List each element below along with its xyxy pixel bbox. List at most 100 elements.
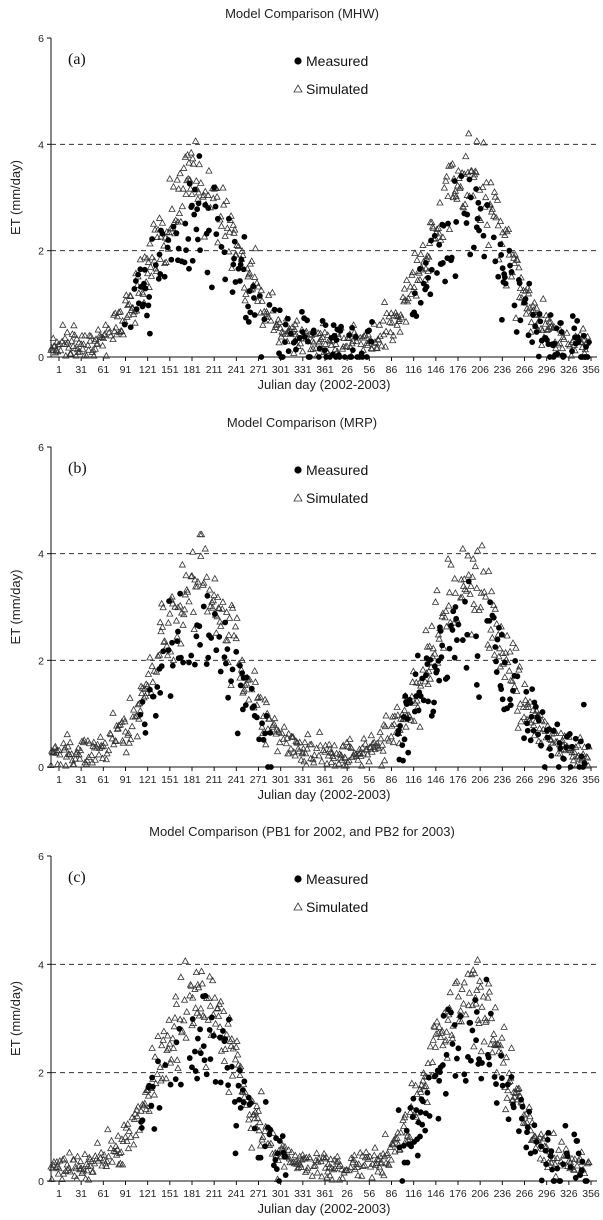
measured-point xyxy=(561,353,567,359)
measured-point xyxy=(544,734,551,741)
simulated-point xyxy=(99,1155,108,1163)
measured-point xyxy=(202,992,209,999)
simulated-point xyxy=(389,331,398,339)
measured-point xyxy=(224,646,231,653)
measured-point xyxy=(366,327,372,334)
simulated-point xyxy=(512,314,520,321)
simulated-point xyxy=(87,1157,96,1165)
measured-point xyxy=(176,1025,183,1032)
simulated-point xyxy=(318,333,327,340)
simulated-point xyxy=(382,711,390,719)
measured-point xyxy=(529,686,536,693)
measured-point xyxy=(133,306,140,313)
simulated-point xyxy=(504,225,513,232)
simulated-point xyxy=(513,256,522,263)
simulated-point xyxy=(462,1010,470,1018)
simulated-point xyxy=(179,621,187,628)
measured-point xyxy=(498,1052,505,1059)
simulated-point xyxy=(144,258,153,265)
simulated-point xyxy=(457,1017,466,1025)
measured-point xyxy=(453,1055,460,1062)
measured-point xyxy=(235,1082,242,1089)
measured-point xyxy=(144,312,150,319)
simulated-point xyxy=(256,1118,264,1126)
simulated-point xyxy=(391,1134,400,1142)
x-tick-label: 26 xyxy=(341,1188,353,1200)
measured-point xyxy=(240,266,247,273)
simulated-point xyxy=(185,158,193,166)
simulated-point xyxy=(124,1144,133,1152)
simulated-point xyxy=(122,1123,130,1131)
simulated-point xyxy=(521,680,529,687)
simulated-point xyxy=(327,758,336,765)
simulated-point xyxy=(453,977,461,985)
measured-point xyxy=(476,694,482,701)
simulated-point xyxy=(400,284,409,292)
simulated-point xyxy=(83,756,91,764)
measured-point xyxy=(235,265,242,272)
measured-point xyxy=(501,274,508,281)
simulated-point xyxy=(293,316,301,324)
measured-point xyxy=(316,345,323,352)
simulated-point xyxy=(70,331,79,338)
measured-point xyxy=(405,749,412,756)
simulated-point xyxy=(267,1139,275,1147)
measured-point xyxy=(149,1083,156,1090)
x-tick-label: 266 xyxy=(516,774,534,786)
simulated-point xyxy=(521,696,530,703)
measured-point xyxy=(571,1131,578,1138)
simulated-point xyxy=(583,753,592,761)
simulated-point xyxy=(61,743,69,751)
simulated-point xyxy=(490,601,498,608)
measured-point xyxy=(150,693,157,700)
measured-point xyxy=(475,199,482,206)
measured-point xyxy=(186,659,192,666)
measured-point xyxy=(256,736,263,743)
measured-point xyxy=(527,737,534,744)
simulated-point xyxy=(488,205,497,212)
simulated-point xyxy=(531,1132,539,1140)
measured-point xyxy=(197,1050,204,1057)
measured-point xyxy=(491,1074,498,1080)
panel-title: Model Comparison (MRP) xyxy=(227,415,377,430)
simulated-point xyxy=(152,264,160,272)
simulated-point xyxy=(438,612,446,620)
simulated-point xyxy=(251,273,259,280)
simulated-point xyxy=(358,761,366,769)
simulated-point xyxy=(406,282,415,290)
measured-point xyxy=(507,696,513,703)
measured-point xyxy=(445,220,451,227)
simulated-point xyxy=(181,957,189,964)
measured-point xyxy=(437,1069,443,1076)
measured-point xyxy=(547,1153,554,1159)
simulated-point xyxy=(395,315,404,322)
simulated-point xyxy=(155,650,164,658)
simulated-point xyxy=(245,268,254,276)
simulated-point xyxy=(158,218,167,226)
simulated-point xyxy=(76,754,84,762)
simulated-point xyxy=(470,600,478,607)
simulated-point xyxy=(527,318,536,326)
measured-point xyxy=(404,716,411,722)
simulated-point xyxy=(442,1028,451,1035)
simulated-point xyxy=(471,562,480,570)
simulated-point xyxy=(225,614,234,621)
simulated-point xyxy=(474,1016,482,1023)
simulated-point xyxy=(176,1015,184,1023)
simulated-point xyxy=(408,268,417,276)
simulated-point xyxy=(81,758,89,766)
measured-point xyxy=(173,230,180,237)
simulated-point xyxy=(99,742,108,749)
simulated-point xyxy=(205,972,214,980)
simulated-point xyxy=(268,1149,277,1157)
measured-point xyxy=(127,324,134,331)
measured-point xyxy=(513,329,520,335)
simulated-point xyxy=(434,224,443,231)
simulated-point xyxy=(313,1168,322,1176)
simulated-point xyxy=(251,244,260,252)
simulated-point xyxy=(137,682,145,690)
simulated-point xyxy=(495,652,503,660)
simulated-point xyxy=(584,761,592,769)
measured-point xyxy=(282,1172,289,1178)
simulated-point xyxy=(569,756,578,764)
